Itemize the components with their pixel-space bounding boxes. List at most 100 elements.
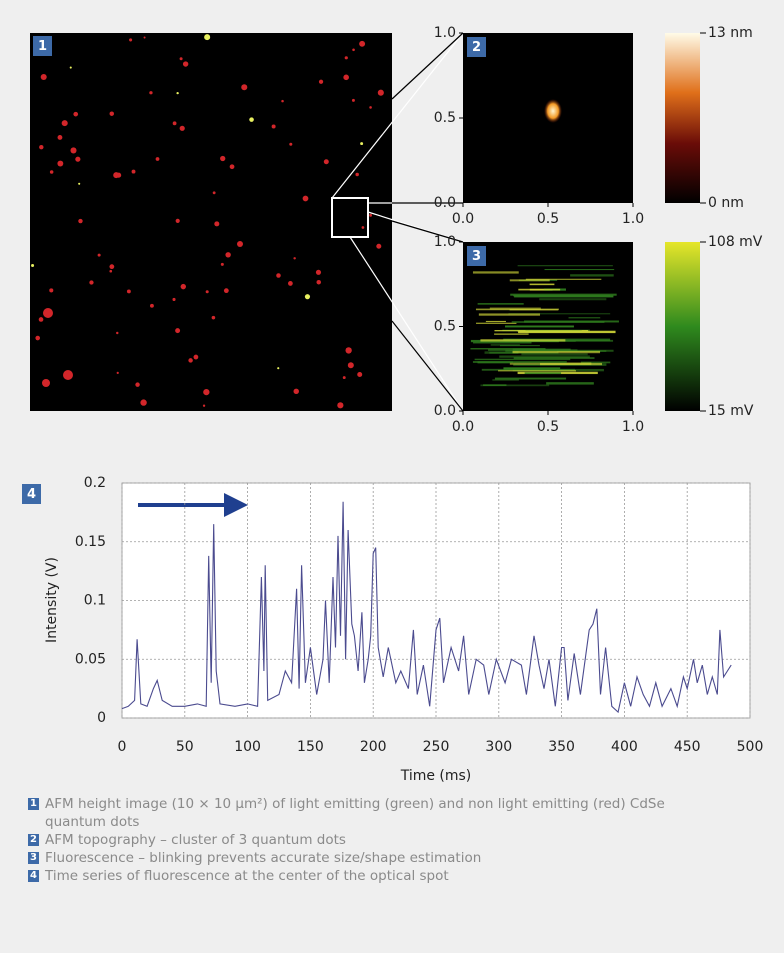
colorbar bbox=[665, 242, 700, 411]
dot bbox=[316, 279, 322, 285]
dot bbox=[369, 106, 372, 109]
streak bbox=[512, 350, 601, 354]
x-tick-label: 350 bbox=[548, 739, 575, 755]
streak bbox=[499, 355, 590, 358]
streak bbox=[513, 357, 595, 359]
afm-image bbox=[30, 33, 392, 411]
dot bbox=[155, 157, 160, 161]
x-tick-label: 1.0 bbox=[622, 419, 644, 435]
dot bbox=[75, 156, 81, 162]
colorbar-label: 108 mV bbox=[708, 234, 763, 250]
dot bbox=[31, 263, 35, 267]
y-tick-label: 0.5 bbox=[434, 319, 456, 335]
dot bbox=[35, 335, 41, 341]
dot bbox=[276, 273, 281, 278]
dot bbox=[143, 36, 146, 39]
dot bbox=[135, 382, 140, 387]
streak bbox=[568, 317, 601, 319]
streak bbox=[521, 353, 588, 356]
x-tick-label: 1.0 bbox=[622, 211, 644, 227]
y-axis-label: Intensity (V) bbox=[44, 557, 60, 643]
dot bbox=[351, 98, 355, 102]
dot bbox=[315, 269, 322, 275]
dot bbox=[203, 388, 210, 396]
dot bbox=[237, 241, 243, 247]
y-tick-label: 0.15 bbox=[75, 534, 106, 550]
panel-label: 3 bbox=[472, 249, 481, 264]
streak bbox=[517, 265, 613, 267]
caption-text: AFM height image (10 × 10 µm²) of light … bbox=[45, 796, 665, 830]
streak bbox=[529, 283, 555, 286]
streak bbox=[494, 333, 529, 335]
dot bbox=[345, 347, 352, 354]
panel-badge bbox=[467, 37, 486, 57]
dot bbox=[369, 213, 372, 217]
caption-item: 2 AFM topography – cluster of 3 quantum d… bbox=[28, 831, 728, 849]
colorbar-label: 13 nm bbox=[708, 25, 753, 41]
series-line bbox=[121, 501, 732, 714]
dot bbox=[116, 371, 119, 374]
x-axis-label: Time (ms) bbox=[400, 768, 472, 784]
y-tick-label: 0.05 bbox=[75, 651, 106, 667]
streak bbox=[476, 322, 517, 324]
caption-badge: 1 bbox=[28, 798, 39, 810]
dot bbox=[179, 57, 183, 61]
dot bbox=[57, 135, 63, 140]
dot bbox=[179, 125, 185, 131]
dot bbox=[49, 288, 54, 293]
dot bbox=[43, 308, 53, 318]
dot bbox=[223, 288, 229, 294]
dot bbox=[220, 155, 226, 162]
x-tick-label: 0.0 bbox=[452, 419, 474, 435]
dot bbox=[302, 195, 309, 202]
dots bbox=[31, 34, 384, 409]
dot bbox=[355, 172, 359, 177]
dot bbox=[61, 120, 68, 127]
x-tick-label: 150 bbox=[297, 739, 324, 755]
x-tick-label: 250 bbox=[423, 739, 450, 755]
panel-badge bbox=[22, 484, 41, 504]
dot bbox=[109, 111, 114, 116]
streak bbox=[480, 339, 566, 342]
dot bbox=[78, 218, 83, 224]
dot bbox=[344, 56, 348, 60]
streak bbox=[546, 382, 594, 385]
panel-badge bbox=[467, 246, 486, 266]
streak bbox=[472, 361, 567, 363]
streak bbox=[524, 372, 562, 374]
caption-item: 1 AFM height image (10 × 10 µm²) of light… bbox=[28, 795, 728, 831]
dot bbox=[205, 290, 209, 294]
streak bbox=[525, 278, 602, 280]
dot bbox=[40, 74, 47, 81]
dot bbox=[376, 243, 382, 249]
dot bbox=[175, 218, 180, 223]
dot bbox=[318, 79, 324, 84]
dot bbox=[277, 367, 280, 370]
streak bbox=[508, 313, 611, 315]
caption-badge: 4 bbox=[28, 870, 39, 882]
streak bbox=[509, 279, 550, 282]
caption-badge: 2 bbox=[28, 834, 39, 846]
streak bbox=[499, 344, 540, 347]
dot bbox=[140, 399, 147, 406]
colorbar-label: 15 mV bbox=[708, 403, 754, 419]
dot bbox=[293, 257, 296, 260]
y-tick-label: 0.0 bbox=[434, 403, 456, 419]
dot bbox=[150, 303, 154, 308]
dot bbox=[129, 38, 133, 42]
panel-label: 2 bbox=[472, 40, 481, 55]
panel-badge bbox=[33, 36, 52, 56]
dot bbox=[188, 358, 193, 363]
dot bbox=[352, 48, 355, 52]
streak bbox=[524, 320, 619, 323]
dot bbox=[70, 147, 77, 154]
dot bbox=[287, 281, 293, 286]
x-tick-label: 200 bbox=[360, 739, 387, 755]
streak bbox=[478, 313, 541, 316]
dot bbox=[337, 402, 344, 409]
caption-item: 4 Time series of fluorescence at the cent… bbox=[28, 867, 728, 885]
streak bbox=[505, 325, 574, 328]
cluster bbox=[544, 99, 562, 123]
streak bbox=[474, 358, 571, 361]
